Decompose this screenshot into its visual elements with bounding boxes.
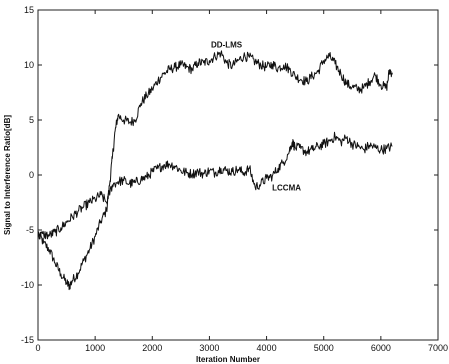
y-tick-label: 0 bbox=[29, 170, 34, 180]
series-label-dd-lms: DD-LMS bbox=[211, 40, 243, 49]
y-axis-title: Signal to Interference Ratio[dB] bbox=[3, 115, 12, 235]
y-tick-label: -5 bbox=[26, 225, 34, 235]
x-tick-label: 2000 bbox=[142, 343, 162, 353]
series-line-lccma bbox=[37, 131, 393, 240]
y-tick-label: 10 bbox=[24, 60, 34, 70]
x-tick-label: 0 bbox=[35, 343, 40, 353]
x-tick-label: 3000 bbox=[199, 343, 219, 353]
y-tick-label: -15 bbox=[21, 335, 34, 345]
series-label-lccma: LCCMA bbox=[272, 183, 301, 192]
x-tick-label: 7000 bbox=[428, 343, 448, 353]
label-layer: DD-LMS LCCMA Iteration Number Signal to Int… bbox=[3, 40, 301, 364]
y-tick-label: -10 bbox=[21, 280, 34, 290]
x-tick-label: 4000 bbox=[257, 343, 277, 353]
tick-layer: 0 1000 2000 3000 4000 5000 6000 7000 -15 -10 -5 0 5 1… bbox=[21, 5, 448, 353]
x-axis-title: Iteration Number bbox=[196, 355, 260, 364]
x-tick-label: 1000 bbox=[85, 343, 105, 353]
y-tick-label: 5 bbox=[29, 115, 34, 125]
x-tick-label: 6000 bbox=[371, 343, 391, 353]
series-line-dd-lms bbox=[37, 50, 393, 291]
series-layer bbox=[37, 50, 393, 291]
x-tick-label: 5000 bbox=[314, 343, 334, 353]
y-tick-label: 15 bbox=[24, 5, 34, 15]
